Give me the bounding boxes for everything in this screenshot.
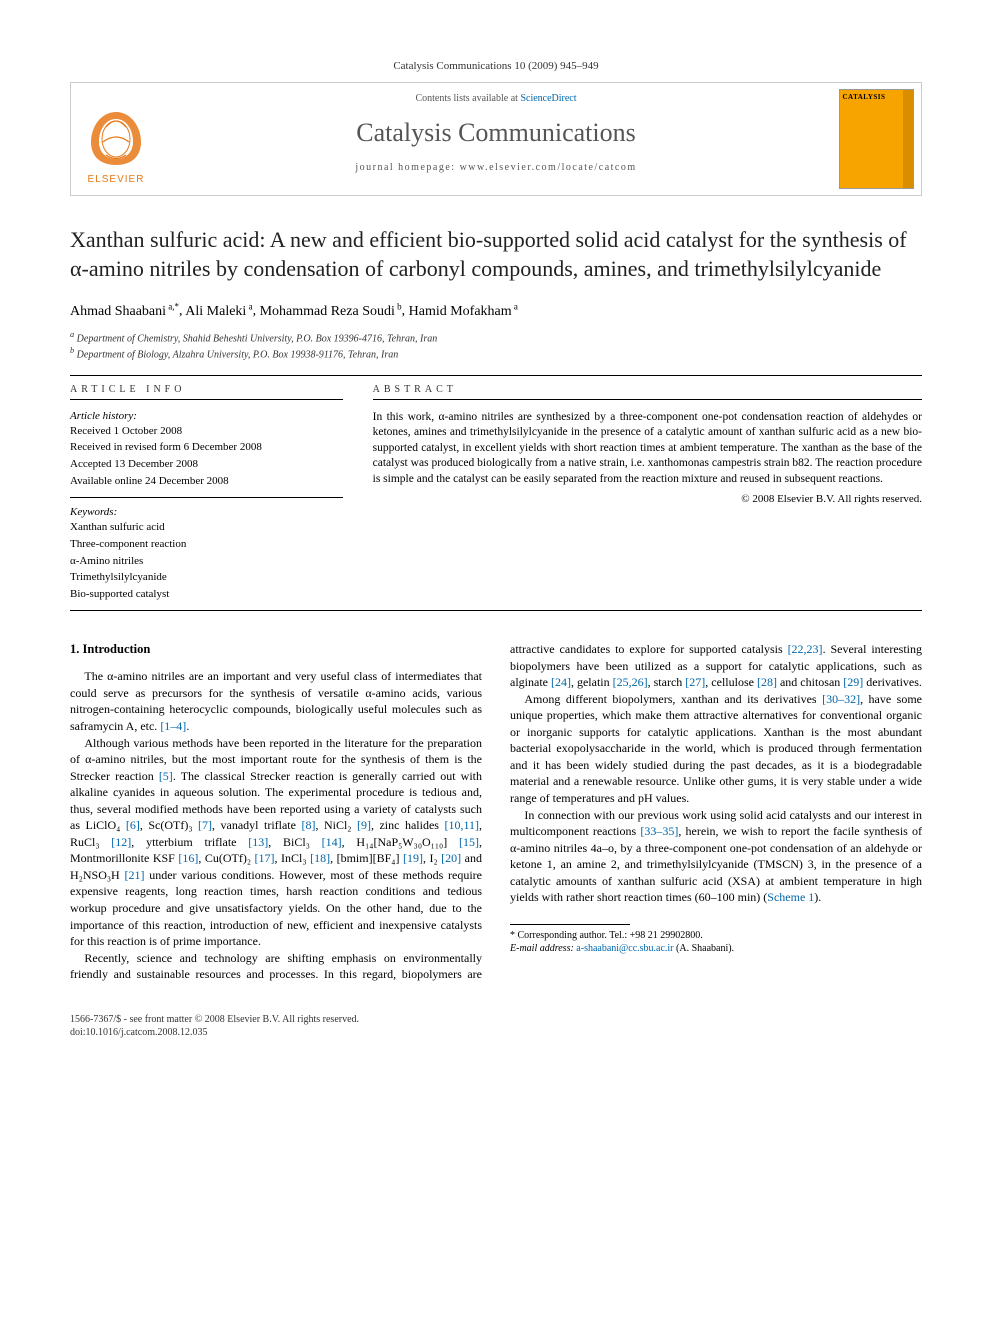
cover-title: CATALYSIS [843, 93, 910, 101]
footer-doi: doi:10.1016/j.catcom.2008.12.035 [70, 1026, 922, 1039]
sciencedirect-link[interactable]: ScienceDirect [520, 93, 576, 104]
ref-19[interactable]: [19] [403, 851, 423, 865]
ref-16[interactable]: [16] [178, 851, 198, 865]
contents-line: Contents lists available at ScienceDirec… [171, 93, 821, 104]
paragraph-1: The α-amino nitriles are an important an… [70, 668, 482, 734]
page-footer: 1566-7367/$ - see front matter © 2008 El… [70, 1013, 922, 1039]
body-columns: 1. Introduction The α-amino nitriles are… [70, 641, 922, 983]
section-1-heading: 1. Introduction [70, 641, 482, 658]
ref-20[interactable]: [20] [441, 851, 461, 865]
affiliation-b: b Department of Biology, Alzahra Univers… [70, 346, 922, 360]
kw-3: Trimethylsilylcyanide [70, 570, 343, 585]
ref-1-4[interactable]: [1–4] [160, 719, 186, 733]
ref-28[interactable]: [28] [757, 675, 777, 689]
affiliation-a: a Department of Chemistry, Shahid Behesh… [70, 330, 922, 344]
history-3: Available online 24 December 2008 [70, 474, 343, 489]
contents-prefix: Contents lists available at [415, 93, 520, 104]
citation-line: Catalysis Communications 10 (2009) 945–9… [70, 60, 922, 72]
header-center: Contents lists available at ScienceDirec… [161, 83, 831, 195]
article-title: Xanthan sulfuric acid: A new and efficie… [70, 226, 922, 283]
section-rule [70, 375, 922, 376]
abstract: abstract In this work, α-amino nitriles … [373, 384, 922, 605]
abstract-header: abstract [373, 384, 922, 400]
ref-6[interactable]: [6] [126, 818, 140, 832]
info-abstract-row: article info Article history: Received 1… [70, 384, 922, 605]
journal-name: Catalysis Communications [171, 118, 821, 148]
email-who: (A. Shaabani). [674, 943, 735, 954]
ref-17[interactable]: [17] [255, 851, 275, 865]
corr-email-line: E-mail address: a-shaabani@cc.sbu.ac.ir … [510, 942, 922, 955]
email-label: E-mail address: [510, 943, 576, 954]
journal-homepage: journal homepage: www.elsevier.com/locat… [171, 162, 821, 173]
author-2: Mohammad Reza Soudi b [260, 304, 402, 319]
history-label: Article history: [70, 410, 343, 422]
ref-10-11[interactable]: [10,11] [444, 818, 479, 832]
article-info: article info Article history: Received 1… [70, 384, 343, 605]
article-info-header: article info [70, 384, 343, 400]
kw-1: Three-component reaction [70, 537, 343, 552]
footer-front-matter: 1566-7367/$ - see front matter © 2008 El… [70, 1013, 922, 1026]
journal-header: ELSEVIER Contents lists available at Sci… [70, 82, 922, 196]
cover-thumb-cell: CATALYSIS [831, 83, 921, 195]
corr-tel: * Corresponding author. Tel.: +98 21 299… [510, 929, 922, 942]
corr-email-link[interactable]: a-shaabani@cc.sbu.ac.ir [576, 943, 673, 954]
ref-18[interactable]: [18] [310, 851, 330, 865]
elsevier-logo-icon: ELSEVIER [81, 107, 151, 187]
ref-5[interactable]: [5] [159, 769, 173, 783]
ref-14[interactable]: [14] [322, 835, 342, 849]
abstract-copyright: © 2008 Elsevier B.V. All rights reserved… [373, 493, 922, 505]
journal-cover-icon: CATALYSIS [839, 89, 914, 189]
abstract-text: In this work, α-amino nitriles are synth… [373, 410, 922, 488]
page-root: Catalysis Communications 10 (2009) 945–9… [0, 0, 992, 1079]
history-1: Received in revised form 6 December 2008 [70, 440, 343, 455]
ref-27[interactable]: [27] [685, 675, 705, 689]
svg-text:ELSEVIER: ELSEVIER [88, 174, 145, 185]
ref-7[interactable]: [7] [198, 818, 212, 832]
kw-4: Bio-supported catalyst [70, 587, 343, 602]
abstract-end-rule [70, 610, 922, 611]
ref-30-32[interactable]: [30–32] [822, 692, 860, 706]
ref-21[interactable]: [21] [124, 868, 144, 882]
footnote-rule [510, 924, 630, 925]
author-0: Ahmad Shaabani a,* [70, 304, 179, 319]
ref-15[interactable]: [15] [459, 835, 479, 849]
ref-13[interactable]: [13] [248, 835, 268, 849]
paragraph-5: In connection with our previous work usi… [510, 807, 922, 906]
keywords-label: Keywords: [70, 506, 343, 518]
history-2: Accepted 13 December 2008 [70, 457, 343, 472]
ref-8[interactable]: [8] [301, 818, 315, 832]
ref-12[interactable]: [12] [111, 835, 131, 849]
paragraph-2: Although various methods have been repor… [70, 735, 482, 950]
ref-9[interactable]: [9] [357, 818, 371, 832]
scheme-1-link[interactable]: Scheme 1 [767, 890, 814, 904]
corresponding-footnote: * Corresponding author. Tel.: +98 21 299… [510, 924, 922, 955]
ref-33-35[interactable]: [33–35] [640, 824, 678, 838]
author-3: Hamid Mofakham a [409, 304, 518, 319]
authors-line: Ahmad Shaabani a,*, Ali Maleki a, Mohamm… [70, 301, 922, 320]
homepage-url: www.elsevier.com/locate/catcom [460, 162, 637, 173]
ref-22-23[interactable]: [22,23] [788, 642, 823, 656]
ref-25-26[interactable]: [25,26] [613, 675, 648, 689]
author-1: Ali Maleki a [185, 304, 252, 319]
ref-24[interactable]: [24] [551, 675, 571, 689]
kw-0: Xanthan sulfuric acid [70, 520, 343, 535]
info-mid-rule [70, 497, 343, 498]
kw-2: α-Amino nitriles [70, 554, 343, 569]
paragraph-4: Among different biopolymers, xanthan and… [510, 691, 922, 807]
ref-29[interactable]: [29] [843, 675, 863, 689]
homepage-label: journal homepage: [355, 162, 459, 173]
publisher-logo-cell: ELSEVIER [71, 83, 161, 195]
history-0: Received 1 October 2008 [70, 424, 343, 439]
